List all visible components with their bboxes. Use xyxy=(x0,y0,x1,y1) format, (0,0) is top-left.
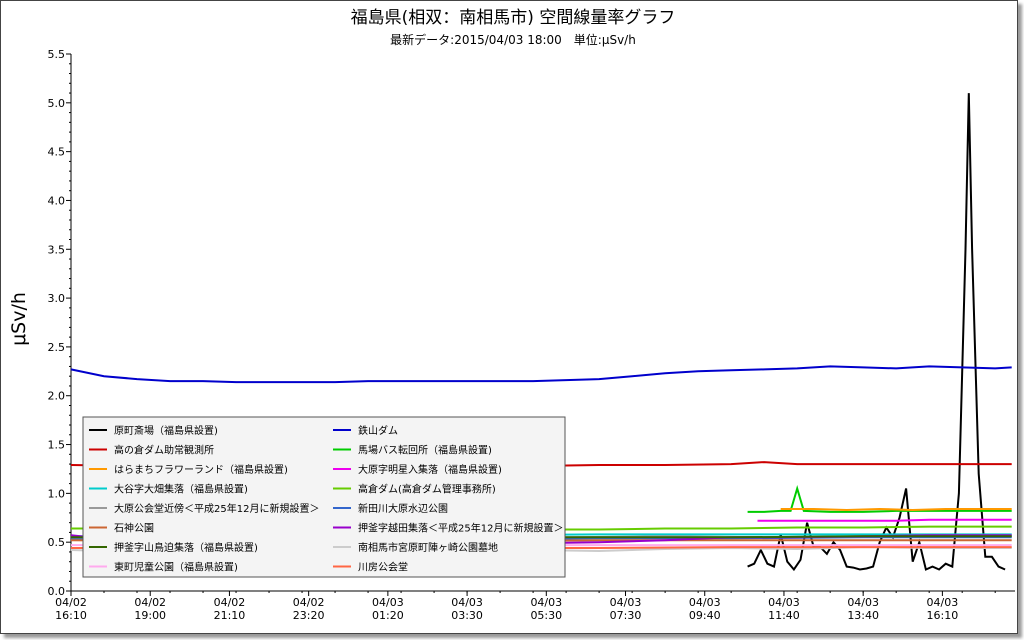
legend-label-3: 馬場バス転回所（福島県設置) xyxy=(358,444,492,457)
series-line-3 xyxy=(747,484,1012,513)
legend-label-5: 大原字明星入集落（福島県設置) xyxy=(358,463,502,476)
x-tick-date: 04/02 xyxy=(293,596,325,609)
y-tick-label: 1.0 xyxy=(48,487,66,500)
legend-label-15: 川房公会堂 xyxy=(358,561,408,574)
x-tick-time: 19:00 xyxy=(134,609,166,622)
legend-label-7: 高倉ダム(高倉ダム管理事務所) xyxy=(358,483,496,496)
x-tick-date: 04/03 xyxy=(847,596,879,609)
legend-label-13: 南相馬市宮原町陣ヶ崎公園墓地 xyxy=(358,541,498,554)
x-tick-date: 04/03 xyxy=(927,596,959,609)
legend-label-14: 東町児童公園（福島県設置) xyxy=(114,561,238,574)
x-tick-date: 04/03 xyxy=(451,596,483,609)
x-tick-date: 04/03 xyxy=(530,596,562,609)
legend-label-0: 原町斎場（福島県設置) xyxy=(114,424,218,437)
x-tick-date: 04/03 xyxy=(768,596,800,609)
y-tick-label: 0.5 xyxy=(48,536,66,549)
x-tick-time: 16:10 xyxy=(55,609,87,622)
y-tick-label: 0.0 xyxy=(48,585,66,598)
chart-canvas: 福島県(相双：南相馬市) 空間線量率グラフ 最新データ:2015/04/03 1… xyxy=(8,8,1015,622)
y-tick-label: 3.0 xyxy=(48,292,66,305)
x-tick-time: 16:10 xyxy=(927,609,959,622)
x-tick-time: 03:30 xyxy=(451,609,483,622)
y-tick-label: 5.0 xyxy=(48,97,66,110)
series-line-1 xyxy=(70,365,1012,384)
legend-label-12: 押釜字山鳥迫集落（福島県設置) xyxy=(114,541,258,554)
y-tick-label: 2.0 xyxy=(48,390,66,403)
x-tick-date: 04/03 xyxy=(689,596,721,609)
x-tick-time: 11:40 xyxy=(768,609,800,622)
chart-subtitle: 最新データ:2015/04/03 18:00 単位:μSv/h xyxy=(390,32,636,47)
x-tick-time: 05:30 xyxy=(530,609,562,622)
x-tick-time: 07:30 xyxy=(610,609,642,622)
legend-label-2: 高の倉ダム助常観測所 xyxy=(114,444,214,457)
x-tick-date: 04/03 xyxy=(610,596,642,609)
series-line-4 xyxy=(780,507,1012,512)
x-tick-date: 04/02 xyxy=(214,596,246,609)
x-tick-time: 01:20 xyxy=(372,609,404,622)
series-line-0 xyxy=(747,93,1006,572)
x-tick-time: 23:20 xyxy=(293,609,325,622)
legend-label-10: 石神公園 xyxy=(114,522,154,535)
legend-label-11: 押釜字越田集落＜平成25年12月に新規設置＞ xyxy=(358,522,563,535)
legend-label-4: はらまちフラワーランド（福島県設置) xyxy=(114,463,288,476)
y-tick-label: 2.5 xyxy=(48,341,66,354)
y-tick-label: 1.5 xyxy=(48,439,66,452)
x-tick-date: 04/02 xyxy=(134,596,166,609)
chart-title: 福島県(相双：南相馬市) 空間線量率グラフ xyxy=(351,8,676,28)
y-tick-label: 3.5 xyxy=(48,243,66,256)
x-tick-time: 21:10 xyxy=(214,609,246,622)
legend-label-9: 新田川大原水辺公園 xyxy=(358,502,448,515)
legend-label-1: 鉄山ダム xyxy=(358,424,398,437)
x-tick-time: 09:40 xyxy=(689,609,721,622)
x-tick-date: 04/03 xyxy=(372,596,404,609)
y-tick-label: 4.5 xyxy=(48,146,66,159)
x-tick-time: 13:40 xyxy=(847,609,879,622)
legend-label-6: 大谷字大畑集落（福島県設置) xyxy=(114,483,248,496)
series-line-5 xyxy=(757,518,1012,522)
legend-box xyxy=(82,416,566,578)
y-tick-label: 4.0 xyxy=(48,194,66,207)
y-axis-label: μSv/h xyxy=(8,292,30,346)
y-tick-label: 5.5 xyxy=(48,48,66,61)
legend-label-8: 大原公会堂近傍＜平成25年12月に新規設置＞ xyxy=(114,502,319,515)
x-tick-date: 04/02 xyxy=(55,596,87,609)
